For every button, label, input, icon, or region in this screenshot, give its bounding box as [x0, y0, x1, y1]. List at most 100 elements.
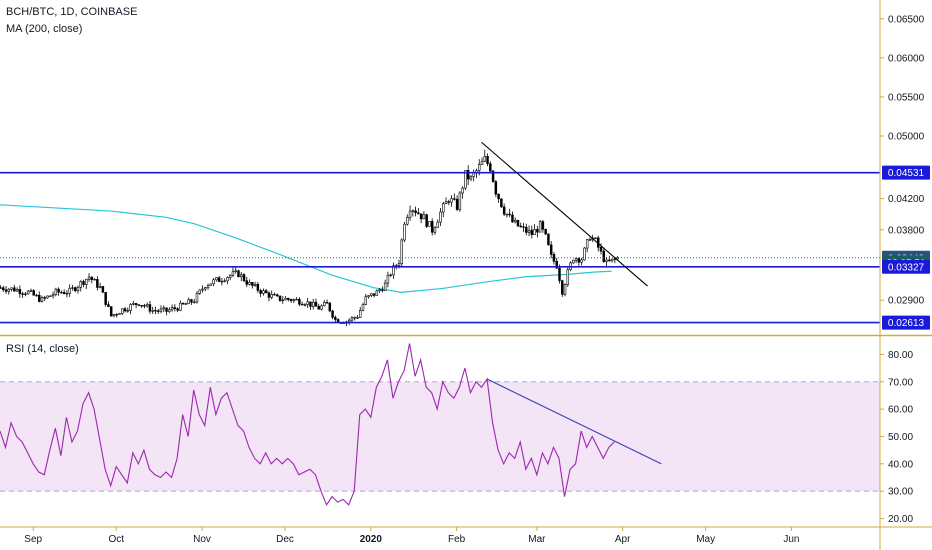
symbol-legend[interactable]: BCH/BTC, 1D, COINBASE	[6, 6, 138, 18]
candle-body	[162, 307, 166, 310]
candle-body	[480, 161, 484, 165]
candle-body	[378, 289, 381, 292]
time-axis-label: Feb	[448, 534, 466, 545]
candle-body	[13, 287, 16, 292]
candle-body	[519, 225, 522, 228]
candle-body	[129, 304, 132, 311]
price-tag	[882, 259, 930, 274]
candle-body	[331, 310, 334, 318]
candle-body	[295, 298, 298, 301]
candle-body	[267, 292, 271, 298]
price-axis-tick-label: 0.06500	[888, 14, 925, 25]
rsi-axis-tick-label: 30.00	[888, 487, 913, 498]
candle-body	[123, 308, 127, 312]
price-tag	[882, 165, 930, 180]
candle-body	[538, 221, 542, 233]
candle-body	[115, 314, 118, 316]
candle-body	[104, 292, 107, 305]
candle-body	[292, 299, 296, 301]
candle-body	[143, 305, 146, 307]
time-axis-label: Jun	[783, 534, 799, 545]
candle-body	[76, 286, 80, 292]
candle-body	[508, 213, 511, 216]
candle-body	[253, 284, 257, 286]
candle-body	[430, 221, 434, 233]
candle-body	[367, 295, 370, 297]
candle-body	[552, 254, 556, 262]
candle-body	[54, 288, 58, 295]
candle-body	[57, 288, 60, 293]
candle-body	[7, 288, 11, 292]
candle-body	[566, 269, 570, 285]
candle-body	[151, 310, 154, 312]
candle-body	[533, 228, 536, 235]
candle-body	[289, 299, 293, 301]
rsi-band	[0, 381, 880, 492]
candle-body	[605, 259, 608, 262]
candle-body	[204, 287, 207, 290]
candle-body	[242, 274, 246, 282]
candle-body	[386, 274, 390, 284]
candle-body	[525, 226, 528, 233]
price-tag	[882, 315, 930, 330]
candle-body	[323, 302, 326, 307]
candle-body	[417, 212, 420, 215]
candle-body	[264, 290, 268, 294]
candle-body	[29, 290, 33, 292]
candle-body	[314, 301, 318, 307]
candle-body	[500, 198, 503, 208]
candle-body	[270, 294, 273, 298]
candle-body	[486, 155, 489, 165]
candle-body	[10, 287, 13, 290]
candle-body	[541, 221, 545, 230]
ma-legend[interactable]: MA (200, close)	[6, 23, 83, 35]
candle-body	[580, 259, 583, 263]
candle-body	[132, 303, 135, 305]
candle-body	[256, 284, 260, 291]
candle-body	[469, 175, 473, 180]
candle-body	[370, 293, 373, 296]
candle-body	[608, 259, 611, 262]
candle-body	[372, 293, 376, 296]
candle-body	[572, 259, 575, 264]
candle-body	[179, 302, 182, 311]
candle-body	[428, 221, 431, 227]
candle-body	[381, 289, 384, 291]
candle-body	[433, 227, 437, 233]
candle-body	[40, 297, 44, 302]
candle-body	[491, 170, 495, 182]
candle-body	[309, 301, 312, 307]
candle-body	[530, 229, 534, 235]
candle-body	[403, 223, 406, 241]
time-axis-label: May	[696, 534, 715, 545]
time-axis-label: 2020	[360, 534, 383, 545]
time-axis-label: Dec	[276, 534, 294, 545]
time-axis-label: Apr	[615, 534, 631, 545]
rsi-axis-tick-label: 80.00	[888, 350, 913, 361]
trendlines-layer	[481, 141, 662, 465]
ma-200-line	[0, 204, 612, 293]
candle-body	[281, 299, 284, 302]
time-axis-label: Mar	[528, 534, 546, 545]
candle-body	[298, 298, 301, 305]
price-axis-tick-label: 0.03800	[888, 225, 925, 236]
candle-body	[320, 305, 323, 310]
candle-body	[425, 214, 428, 227]
candle-body	[516, 219, 520, 227]
candle-body	[145, 304, 149, 307]
candle-body	[237, 270, 240, 278]
candle-body	[450, 198, 453, 203]
candle-body	[121, 308, 124, 314]
candle-body	[60, 291, 63, 294]
candle-body	[43, 297, 47, 299]
horizontal-levels-layer	[0, 171, 880, 324]
rsi-legend[interactable]: RSI (14, close)	[6, 343, 79, 355]
candle-body	[2, 287, 5, 291]
rsi-axis-tick-label: 40.00	[888, 459, 913, 470]
candle-body	[35, 294, 38, 297]
candle-body	[217, 277, 221, 282]
time-axis-label: Nov	[193, 534, 211, 545]
price-axis-tick-label: 0.05000	[888, 132, 925, 143]
